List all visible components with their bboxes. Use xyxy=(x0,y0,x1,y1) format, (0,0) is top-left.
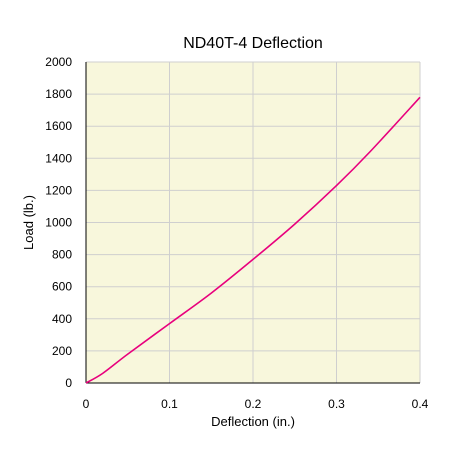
series-line-0 xyxy=(85,96,421,384)
y-tick-label: 1600 xyxy=(45,119,72,133)
x-tick-label: 0.3 xyxy=(328,397,345,411)
y-tick-label: 2000 xyxy=(45,55,72,69)
y-tick-label: 1800 xyxy=(45,87,72,101)
x-tick-label: 0 xyxy=(83,397,90,411)
axes xyxy=(85,62,420,384)
y-tick-label: 0 xyxy=(65,376,72,390)
x-tick-label: 0.2 xyxy=(245,397,262,411)
tick-labels: 0 0.1 0.2 0.3 0.4 0 200 400 600 800 1000 1200 1400 16… xyxy=(45,55,428,411)
y-tick-label: 1000 xyxy=(45,216,72,230)
y-tick-label: 1400 xyxy=(45,151,72,165)
y-tick-label: 400 xyxy=(52,312,72,326)
x-tick-label: 0.4 xyxy=(412,397,429,411)
x-tick-label: 0.1 xyxy=(161,397,178,411)
y-tick-label: 600 xyxy=(52,280,72,294)
y-axis-label: Load (lb.) xyxy=(21,195,36,250)
series-lines xyxy=(85,96,421,384)
chart-title: ND40T-4 Deflection xyxy=(183,35,323,52)
y-tick-label: 800 xyxy=(52,248,72,262)
y-tick-label: 200 xyxy=(52,344,72,358)
x-axis-label: Deflection (in.) xyxy=(211,414,295,429)
y-tick-label: 1200 xyxy=(45,183,72,197)
